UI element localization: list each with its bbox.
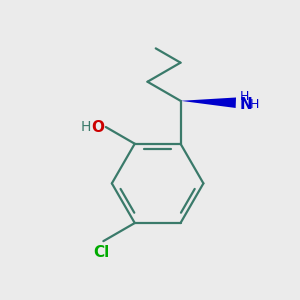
Text: H: H <box>240 89 249 103</box>
Text: H: H <box>80 120 91 134</box>
Text: Cl: Cl <box>93 245 110 260</box>
Text: H: H <box>250 98 260 111</box>
Text: N: N <box>240 97 252 112</box>
Text: O: O <box>91 119 104 134</box>
Polygon shape <box>181 98 236 108</box>
